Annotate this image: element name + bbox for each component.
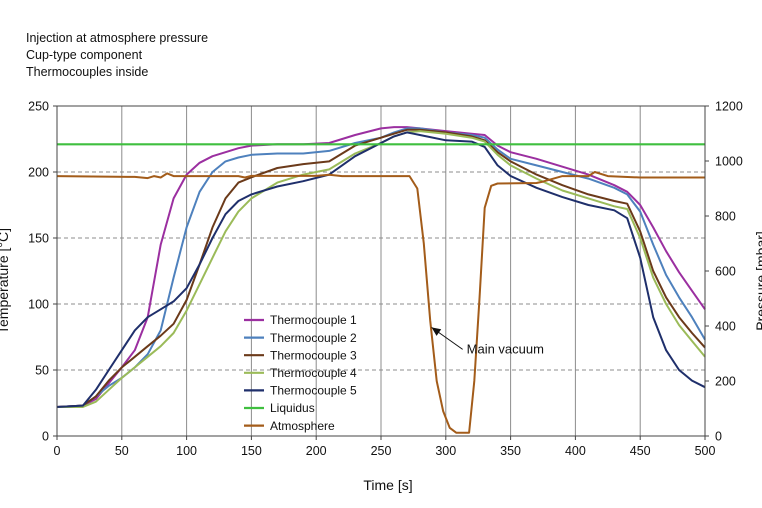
- y2-tick-label: 200: [715, 375, 736, 389]
- series-line-7: [56, 171, 705, 434]
- series-line-1: [56, 126, 706, 408]
- y2-tick-label: 800: [715, 210, 736, 224]
- y2-tick-label: 1200: [715, 100, 743, 114]
- annotation-main-vacuum: Main vacuum: [467, 341, 544, 356]
- x-tick-label: 50: [115, 444, 129, 458]
- x-tick-label: 350: [500, 444, 521, 458]
- y2-tick-label: 400: [715, 320, 736, 334]
- x-tick-label: 150: [241, 444, 262, 458]
- y2-tick-label: 600: [715, 265, 736, 279]
- x-tick-label: 450: [630, 444, 651, 458]
- axes: [53, 105, 709, 440]
- x-tick-label: 250: [371, 444, 392, 458]
- y-tick-label: 150: [28, 232, 49, 246]
- legend-label-5: Thermocouple 5: [270, 384, 357, 398]
- legend: Thermocouple 1 Thermocouple 2 Thermocouple…: [244, 313, 357, 433]
- legend-label-4: Thermocouple 4: [270, 366, 357, 380]
- legend-label-1: Thermocouple 1: [270, 313, 357, 327]
- series-line-5: [56, 131, 706, 408]
- legend-label-3: Thermocouple 3: [270, 348, 357, 362]
- chart-header: Injection at atmosphere pressure Cup-typ…: [26, 30, 208, 81]
- header-line-3: Thermocouples inside: [26, 65, 149, 79]
- x-axis-title: Time [s]: [363, 477, 412, 493]
- y-tick-label: 50: [35, 364, 49, 378]
- x-tick-label: 300: [435, 444, 456, 458]
- y2-axis-title: Pressure [mbar]: [753, 231, 762, 331]
- x-tick-label: 100: [176, 444, 197, 458]
- x-tick-label: 400: [565, 444, 586, 458]
- annotation-group: Main vacuum: [431, 326, 544, 356]
- annotation-arrowhead: [431, 327, 442, 336]
- legend-label-6: Liquidus: [270, 401, 315, 415]
- y2-tick-label: 0: [715, 430, 722, 444]
- series-group: [56, 126, 706, 434]
- y-tick-label: 0: [42, 430, 49, 444]
- y-tick-label: 250: [28, 100, 49, 114]
- x-tick-label: 500: [695, 444, 716, 458]
- y-tick-label: 200: [28, 166, 49, 180]
- y2-tick-label: 1000: [715, 155, 743, 169]
- header-line-1: Injection at atmosphere pressure: [26, 31, 209, 45]
- y-tick-label: 100: [28, 298, 49, 312]
- y-axis-title: Temperature [°C]: [0, 228, 11, 334]
- legend-label-2: Thermocouple 2: [270, 331, 357, 345]
- series-line-3: [56, 128, 706, 408]
- grid: [57, 106, 705, 436]
- tick-labels: 0 50 100 150 200 250 300 350 400 450 5000501001502…: [28, 100, 743, 459]
- legend-label-7: Atmosphere: [270, 419, 335, 433]
- x-tick-label: 200: [306, 444, 327, 458]
- header-line-2: Cup-type component: [26, 48, 143, 62]
- x-tick-label: 0: [54, 444, 61, 458]
